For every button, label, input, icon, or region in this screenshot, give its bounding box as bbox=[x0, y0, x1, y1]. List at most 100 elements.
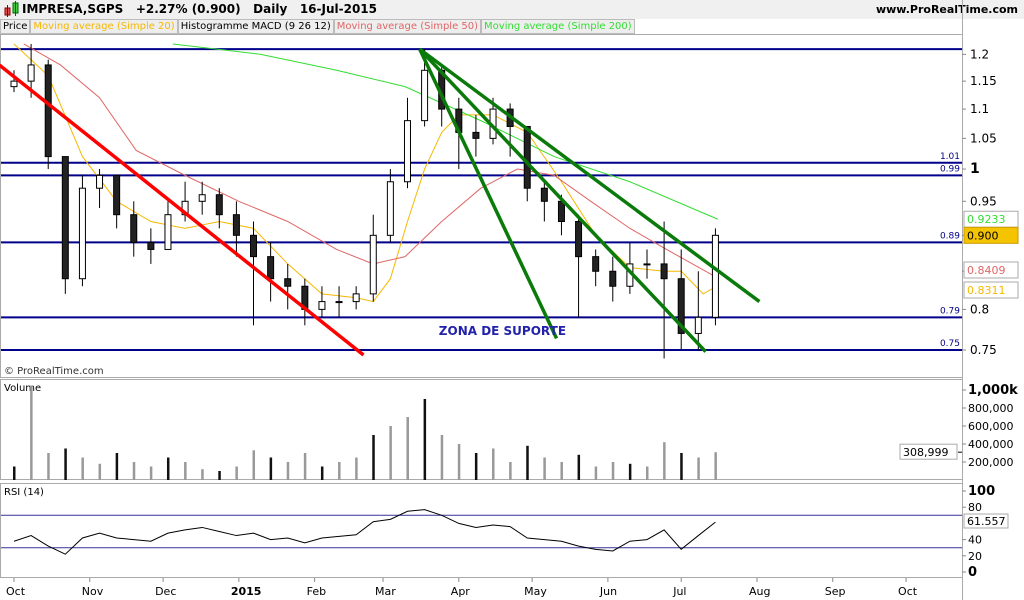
candle-body bbox=[215, 194, 223, 216]
volume-bar bbox=[184, 462, 187, 480]
volume-tick-label: 600,000 bbox=[968, 420, 1014, 433]
candle-body bbox=[96, 174, 104, 189]
volume-bar bbox=[594, 466, 598, 480]
volume-bar bbox=[526, 445, 529, 480]
volume-bar bbox=[218, 471, 221, 480]
ma-line-2 bbox=[172, 43, 719, 220]
volume-bar bbox=[440, 435, 444, 480]
volume-bar bbox=[81, 457, 84, 480]
support-line-label: 1.01 bbox=[940, 152, 960, 162]
candle-body bbox=[10, 80, 18, 88]
price-tick-label: 0.95 bbox=[970, 194, 997, 208]
volume-last: 308,999 bbox=[903, 446, 949, 459]
rsi-tick-label: 0 bbox=[968, 565, 977, 580]
candle-body bbox=[232, 214, 240, 236]
volume-bar bbox=[457, 444, 461, 480]
site-link[interactable]: www.ProRealTime.com bbox=[875, 3, 1018, 16]
chart-title: IMPRESA,SGPS +2.27% (0.900) Daily 16-Jul… bbox=[22, 2, 378, 16]
legend-price[interactable]: Price bbox=[0, 19, 31, 34]
candle-body bbox=[369, 234, 377, 295]
candle-body bbox=[506, 108, 514, 127]
volume-title: Volume bbox=[4, 383, 41, 394]
candle-body bbox=[711, 234, 719, 318]
volume-bar bbox=[697, 457, 700, 480]
rsi-title: RSI (14) bbox=[4, 487, 44, 498]
candle-body bbox=[677, 278, 685, 334]
x-tick-label: Oct bbox=[898, 585, 918, 598]
candle-body bbox=[438, 69, 446, 110]
ma200-value: 0.9233 bbox=[967, 213, 1006, 226]
candle-body bbox=[44, 64, 52, 158]
volume-bar bbox=[338, 462, 341, 480]
candle-body bbox=[609, 270, 617, 287]
volume-tick-label: 800,000 bbox=[968, 402, 1014, 415]
volume-bar bbox=[166, 457, 170, 480]
last-price: 0.900 bbox=[967, 229, 999, 242]
volume-tick-label: 1,000k bbox=[968, 383, 1018, 398]
candle-body bbox=[575, 220, 583, 258]
volume-bar bbox=[286, 462, 290, 480]
candle-body bbox=[523, 125, 531, 189]
trendline bbox=[418, 47, 707, 353]
candle-body bbox=[626, 263, 634, 287]
ma20-value-box bbox=[963, 281, 1019, 299]
legend-ma200[interactable]: Moving average (Simple 200) bbox=[481, 19, 635, 34]
volume-bar bbox=[372, 435, 375, 480]
ma200-value-box bbox=[963, 210, 1019, 228]
candle-body bbox=[592, 256, 600, 272]
support-line-label: 0.99 bbox=[940, 164, 960, 174]
volume-bar bbox=[389, 426, 392, 480]
volume-bar bbox=[423, 399, 427, 480]
x-tick-label: Sep bbox=[825, 585, 846, 598]
volume-bar bbox=[355, 457, 358, 480]
support-line-label: 0.75 bbox=[940, 339, 960, 349]
volume-bar bbox=[474, 453, 478, 480]
trendline bbox=[0, 63, 365, 357]
x-tick-label: Mar bbox=[375, 585, 396, 598]
x-tick-label: Nov bbox=[82, 585, 104, 598]
candle-body bbox=[335, 301, 343, 304]
volume-bar bbox=[235, 466, 238, 480]
price-tick-label: 1.05 bbox=[970, 131, 997, 145]
volume-bar bbox=[509, 462, 512, 480]
last-price-box bbox=[963, 226, 1019, 244]
support-line-label: 0.79 bbox=[940, 306, 960, 316]
volume-bar bbox=[115, 453, 119, 480]
x-tick-label: Jul bbox=[672, 585, 686, 598]
rsi-last: 61.557 bbox=[967, 515, 1006, 528]
trendline bbox=[418, 48, 559, 340]
legend-ma20[interactable]: Moving average (Simple 20) bbox=[30, 19, 178, 34]
volume-bar bbox=[149, 466, 153, 480]
volume-bar bbox=[406, 417, 409, 480]
rsi-pane bbox=[0, 483, 963, 578]
support-line-label: 0.89 bbox=[940, 231, 960, 241]
volume-bar bbox=[492, 448, 495, 480]
volume-pane bbox=[0, 379, 963, 480]
legend-ma50[interactable]: Moving average (Simple 50) bbox=[333, 19, 482, 34]
candle-body bbox=[386, 181, 394, 236]
candle-body bbox=[472, 131, 480, 139]
price-tick-label: 0.75 bbox=[970, 343, 997, 357]
candle-body bbox=[421, 69, 429, 122]
candle-body bbox=[198, 194, 206, 202]
volume-tick-label: 200,000 bbox=[968, 456, 1014, 469]
volume-bar bbox=[577, 454, 581, 480]
x-tick-label: Aug bbox=[749, 585, 770, 598]
ma50-value: 0.8409 bbox=[967, 264, 1006, 277]
candle-body bbox=[78, 187, 86, 280]
candle-body bbox=[284, 278, 292, 287]
volume-bar bbox=[30, 385, 33, 480]
volume-bar bbox=[320, 466, 324, 480]
x-tick-label: Jun bbox=[599, 585, 617, 598]
candle-body bbox=[250, 234, 258, 258]
volume-bar bbox=[47, 453, 50, 480]
candle-body bbox=[147, 241, 155, 250]
ma50-value-box bbox=[963, 261, 1019, 279]
volume-bar bbox=[252, 450, 256, 480]
volume-bar bbox=[560, 462, 563, 480]
legend-macd[interactable]: Histogramme MACD (9 26 12) bbox=[177, 19, 334, 34]
candle-body bbox=[113, 174, 121, 216]
candle-body bbox=[643, 263, 651, 266]
ma-line-1 bbox=[23, 43, 719, 279]
